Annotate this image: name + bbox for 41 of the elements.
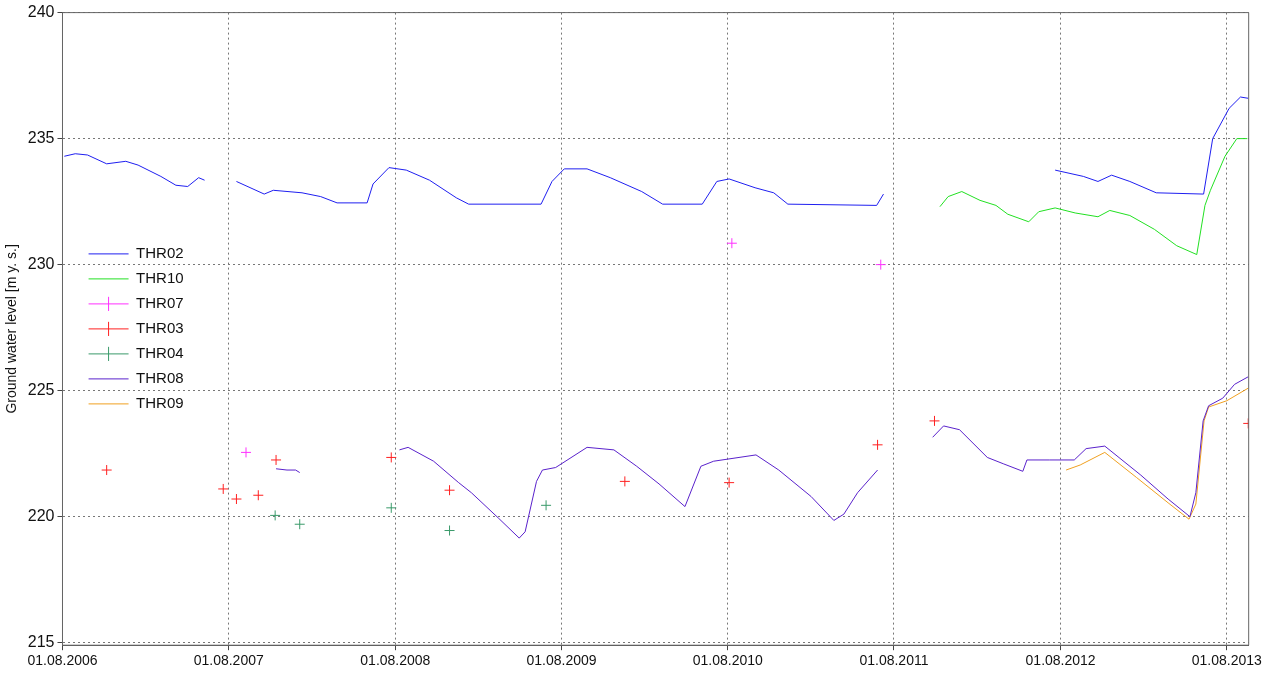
point bbox=[385, 451, 397, 463]
point bbox=[444, 525, 456, 537]
point bbox=[270, 454, 282, 466]
point bbox=[444, 484, 456, 496]
point bbox=[294, 518, 306, 530]
legend-label: THR04 bbox=[136, 344, 184, 362]
legend-label: THR02 bbox=[136, 244, 184, 262]
x-tick-label: 01.08.2010 bbox=[692, 652, 763, 669]
point bbox=[872, 439, 884, 451]
point bbox=[217, 483, 229, 495]
point bbox=[723, 477, 735, 489]
legend-label: THR09 bbox=[136, 394, 184, 412]
legend-label: THR03 bbox=[136, 319, 184, 337]
y-tick-label: 225 bbox=[27, 381, 55, 399]
point bbox=[230, 493, 242, 505]
point bbox=[928, 415, 940, 427]
legend-label: THR10 bbox=[136, 269, 184, 287]
x-tick-label: 01.08.2012 bbox=[1025, 652, 1096, 669]
point bbox=[269, 509, 281, 521]
point bbox=[875, 259, 887, 271]
x-tick-label: 01.08.2006 bbox=[27, 652, 98, 669]
y-tick-label: 215 bbox=[27, 633, 55, 651]
point bbox=[540, 499, 552, 511]
point bbox=[101, 464, 113, 476]
x-tick-label: 01.08.2008 bbox=[360, 652, 431, 669]
point bbox=[252, 489, 264, 501]
y-tick-label: 220 bbox=[27, 507, 55, 525]
legend-label: THR08 bbox=[136, 369, 184, 387]
x-tick-label: 01.08.2013 bbox=[1191, 652, 1263, 669]
y-axis-title: Ground water level [m y. s.] bbox=[3, 244, 20, 414]
point bbox=[385, 502, 397, 514]
point bbox=[619, 475, 631, 487]
x-tick-label: 01.08.2011 bbox=[859, 652, 929, 669]
x-tick-label: 01.08.2009 bbox=[526, 652, 597, 669]
x-tick-label: 01.08.2007 bbox=[193, 652, 264, 669]
y-tick-label: 240 bbox=[27, 3, 55, 21]
legend-label: THR07 bbox=[136, 294, 184, 312]
point bbox=[240, 446, 252, 458]
point bbox=[726, 237, 738, 249]
y-tick-label: 230 bbox=[27, 255, 55, 273]
y-tick-label: 235 bbox=[27, 129, 55, 147]
